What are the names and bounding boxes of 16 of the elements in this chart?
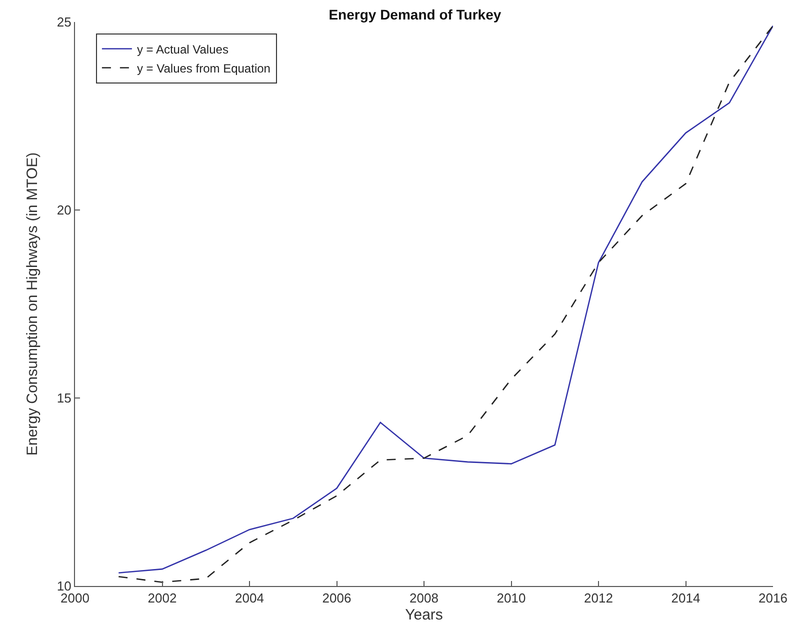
x-tick-label: 2008 (410, 590, 438, 606)
y-tick-label: 25 (56, 14, 72, 30)
y-tick-label: 20 (56, 202, 72, 218)
x-tick-label: 2016 (758, 590, 788, 606)
legend-label: y = Actual Values (136, 42, 228, 56)
x-axis-title: Years (405, 606, 443, 624)
x-tick-label: 2002 (148, 590, 177, 606)
x-tick-label: 2012 (584, 590, 613, 606)
x-tick-label: 2006 (322, 590, 352, 606)
x-tick-label: 2014 (671, 590, 700, 606)
x-tick-label: 2010 (496, 590, 526, 606)
x-tick-label: 2004 (235, 590, 264, 606)
y-axis-title: Energy Consumption on Highways (in MTOE) (24, 152, 42, 456)
y-tick-label: 15 (56, 390, 72, 406)
legend-label: y = Values from Equation (136, 61, 270, 76)
chart-title: Energy Demand of Turkey (328, 6, 502, 22)
